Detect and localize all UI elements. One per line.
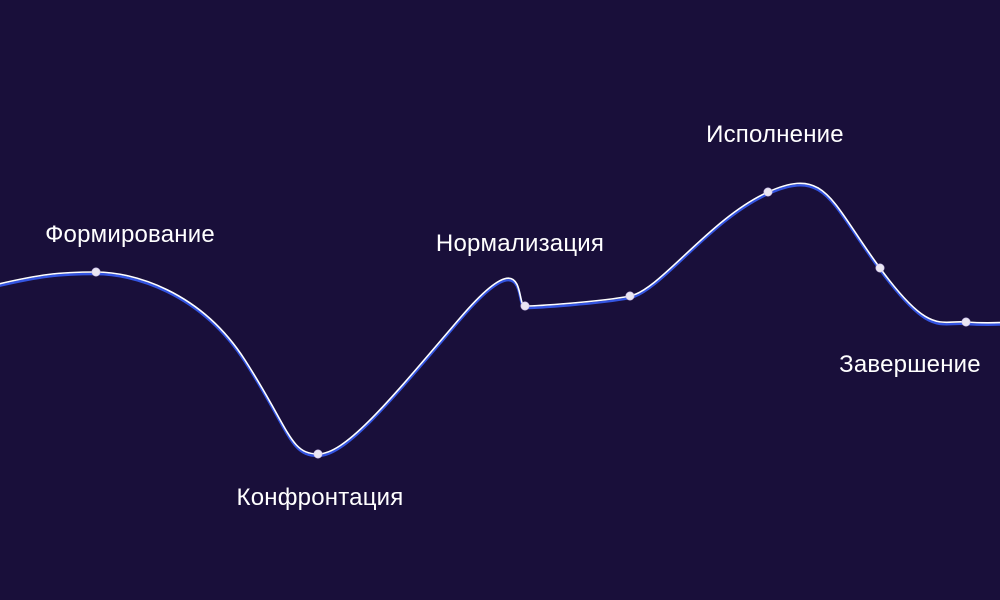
stage-dot-norming-a <box>521 302 529 310</box>
stage-dot-adjourning-a <box>876 264 884 272</box>
dots-group <box>92 188 970 458</box>
stage-label-forming: Формирование <box>45 221 215 249</box>
stage-label-performing: Исполнение <box>706 121 844 149</box>
stage-label-adjourning: Завершение <box>839 351 981 379</box>
stage-dot-norming-b <box>626 292 634 300</box>
stage-label-norming-a: Нормализация <box>436 230 604 258</box>
stage-dot-storming <box>314 450 322 458</box>
stage-label-storming: Конфронтация <box>237 484 404 512</box>
curve-svg <box>0 0 1000 600</box>
stage-dot-forming <box>92 268 100 276</box>
tuckman-diagram: Формирование Конфронтация Нормализация Испо… <box>0 0 1000 600</box>
stage-dot-adjourning <box>962 318 970 326</box>
stage-dot-performing <box>764 188 772 196</box>
